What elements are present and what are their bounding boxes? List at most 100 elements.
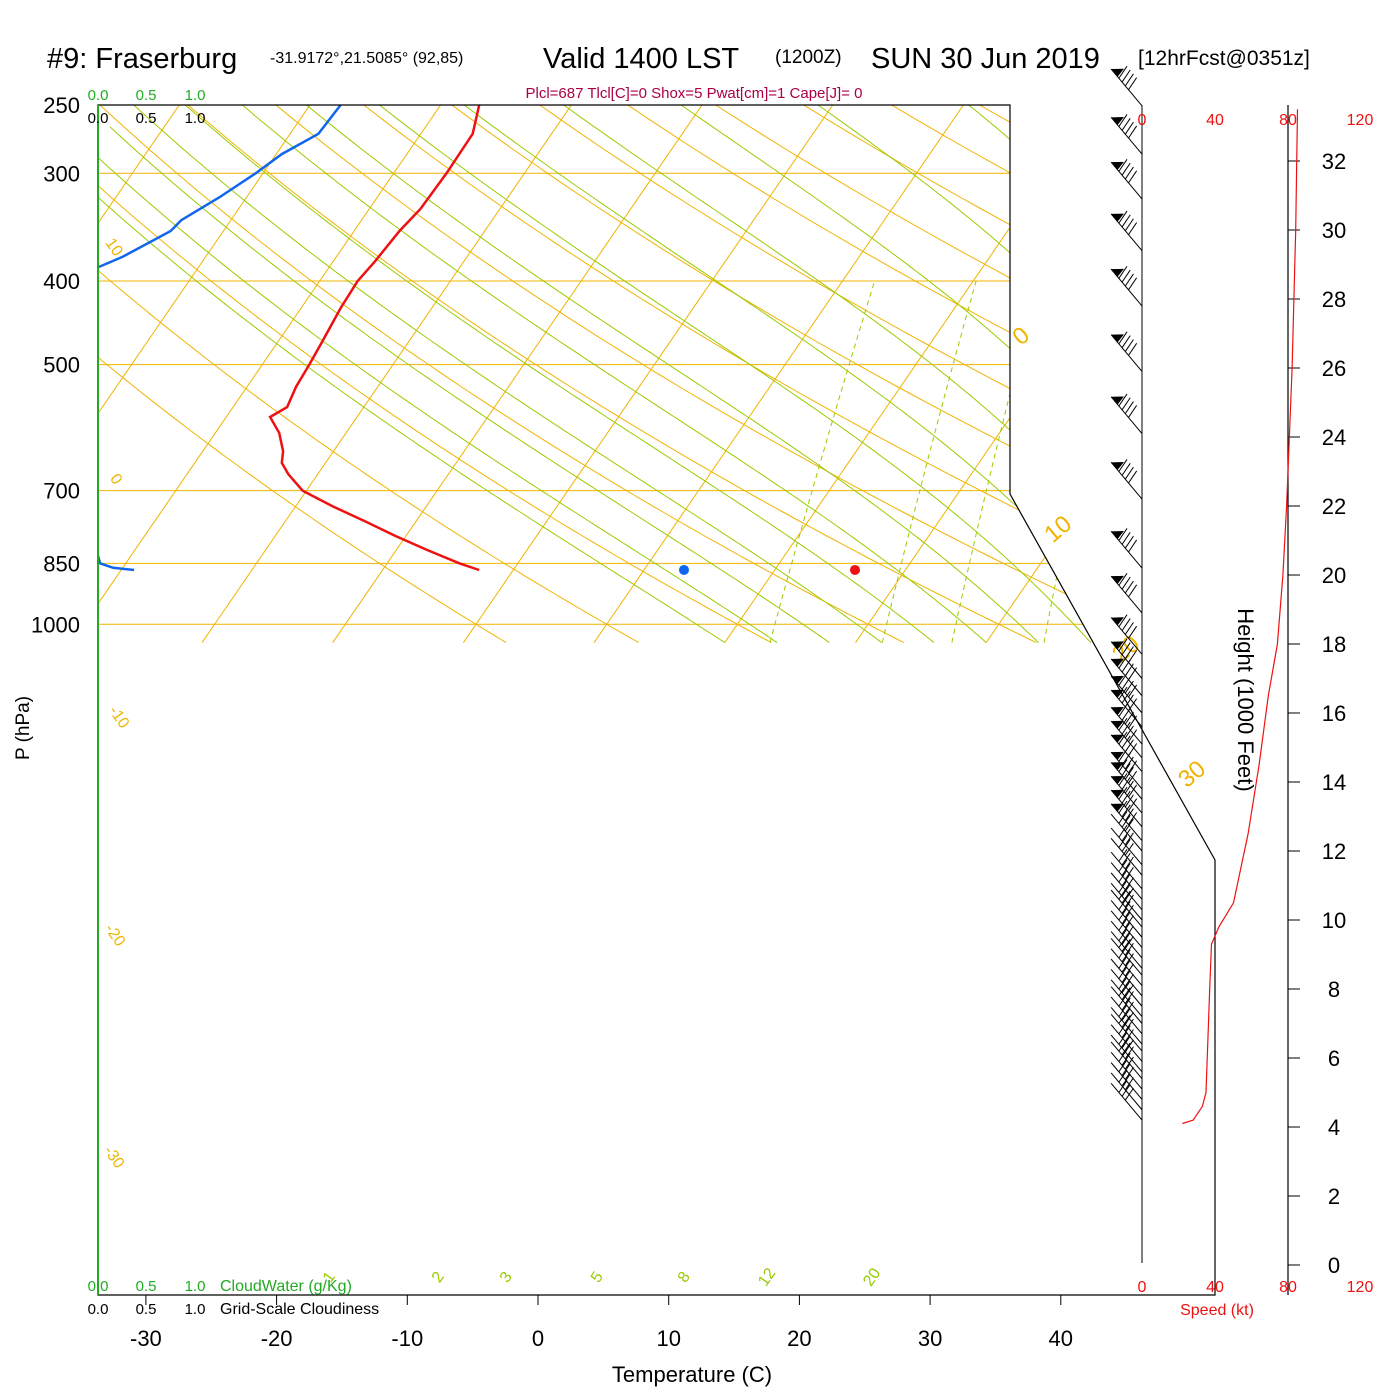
wind-barb-feather bbox=[1121, 997, 1131, 1011]
speed-tick-label-top: 80 bbox=[1279, 112, 1297, 129]
x-tick-label: 0 bbox=[532, 1326, 544, 1351]
wind-barb-feather bbox=[1121, 1008, 1131, 1021]
wind-barb-feather bbox=[1121, 721, 1131, 735]
wind-barb-feather bbox=[1118, 638, 1128, 652]
wind-barb-pennant bbox=[1111, 396, 1124, 405]
top-scale-label: 0.5 bbox=[136, 87, 157, 104]
y-tick-label: 250 bbox=[43, 93, 80, 118]
wind-barb-feather bbox=[1124, 535, 1134, 549]
mixing-ratio-line bbox=[1132, 280, 1203, 643]
wind-barb bbox=[1110, 928, 1143, 969]
wind-barb-feather bbox=[1118, 459, 1128, 472]
speed-tick-label-bottom: 80 bbox=[1279, 1279, 1297, 1296]
wind-barb-feather bbox=[1124, 904, 1134, 918]
wind-barb-feather bbox=[1124, 1077, 1134, 1091]
top-scale-label: 1.0 bbox=[185, 87, 206, 104]
wind-barb-pennant bbox=[1111, 734, 1124, 743]
wind-barb-feather bbox=[1118, 393, 1128, 407]
wind-barb bbox=[1110, 573, 1143, 614]
wind-barb-feather bbox=[1124, 942, 1134, 956]
y-tick-label: 1000 bbox=[31, 612, 80, 637]
wind-barb-feather bbox=[1124, 1056, 1134, 1070]
isotherm-line bbox=[463, 105, 844, 643]
wind-barb-feather bbox=[1121, 690, 1131, 704]
wind-barb bbox=[1110, 704, 1143, 745]
isotherm-line bbox=[201, 105, 583, 643]
wind-barb bbox=[1110, 1004, 1143, 1045]
plot-frame bbox=[97, 104, 1216, 1296]
dry-adiabat-line bbox=[605, 105, 1215, 644]
wind-barb-feather bbox=[1118, 573, 1128, 586]
wind-barb-feather bbox=[1121, 883, 1131, 897]
wind-barb-feather bbox=[1128, 760, 1138, 774]
mixing-ratio-line bbox=[1213, 281, 1215, 643]
wind-barb-feather bbox=[1124, 756, 1134, 770]
moist-adiabat-label: 10 bbox=[1039, 510, 1077, 548]
wind-barb-feather bbox=[1128, 405, 1138, 418]
wind-barb-pennant bbox=[1111, 803, 1124, 812]
top-scale-label: 0.5 bbox=[136, 110, 157, 127]
wind-barb-feather bbox=[1121, 970, 1131, 983]
wind-barb-feather bbox=[1118, 983, 1128, 997]
isotherm-line bbox=[98, 105, 452, 643]
moist-adiabat-label: 0 bbox=[1007, 322, 1035, 351]
isotherm-line bbox=[724, 105, 1106, 643]
mixing-ratio-line bbox=[1260, 281, 1315, 642]
x-tick-label: -20 bbox=[261, 1326, 293, 1351]
wind-barb-feather bbox=[1118, 945, 1128, 959]
wind-barb-feather bbox=[1121, 932, 1131, 945]
wind-barb-feather bbox=[1124, 963, 1134, 977]
wind-barb bbox=[1110, 1080, 1143, 1121]
speed-tick-label-top: 120 bbox=[1347, 112, 1374, 129]
station-name: #9: Fraserburg bbox=[47, 43, 237, 75]
wind-barb-feather bbox=[1124, 73, 1134, 87]
wind-barb-feather bbox=[1124, 856, 1134, 870]
wind-barb-feather bbox=[1118, 886, 1128, 900]
wind-barb bbox=[1110, 673, 1143, 714]
wind-barb-staff bbox=[1110, 872, 1143, 910]
wind-profile: 0246810121416182022242628303200404080801… bbox=[1110, 65, 1374, 1296]
top-scale-label: 1.0 bbox=[185, 110, 206, 127]
wind-barb-feather bbox=[1121, 1025, 1131, 1038]
wind-barb-feather bbox=[1121, 118, 1131, 131]
bottom-scale-label: 1.0 bbox=[185, 1301, 206, 1318]
wind-barb bbox=[1110, 759, 1143, 800]
wind-barb-feather bbox=[1121, 890, 1131, 904]
top-scale-label: 0.0 bbox=[88, 87, 109, 104]
moist-adiabat-line bbox=[451, 105, 1196, 643]
wind-barb bbox=[1110, 786, 1143, 828]
isotherm-line bbox=[1378, 90, 1400, 643]
wind-barb-feather bbox=[1128, 125, 1138, 139]
wind-barb-feather bbox=[1121, 939, 1131, 952]
wind-barb-feather bbox=[1128, 729, 1138, 743]
wind-barb-feather bbox=[1118, 114, 1128, 127]
dry-adiabat-label: 0 bbox=[106, 471, 125, 488]
wind-barb bbox=[1110, 811, 1143, 852]
wind-barb-staff bbox=[1110, 1034, 1143, 1073]
wind-barb bbox=[1110, 393, 1143, 434]
wind-barb-feather bbox=[1121, 735, 1131, 749]
wind-barb-staff bbox=[1110, 996, 1143, 1035]
dry-adiabat-line bbox=[170, 105, 1037, 644]
y-tick-label: 400 bbox=[43, 269, 80, 294]
height-tick-label: 32 bbox=[1322, 149, 1346, 174]
wind-barb-feather bbox=[1118, 717, 1128, 731]
wind-barb-feather bbox=[1128, 684, 1138, 698]
wind-barb-feather bbox=[1121, 911, 1131, 925]
wind-barb-feather bbox=[1118, 773, 1128, 786]
wind-barb-feather bbox=[1118, 859, 1128, 873]
wind-barb-feather bbox=[1118, 331, 1128, 345]
wind-barb bbox=[1110, 686, 1143, 728]
wind-barb-feather bbox=[1121, 162, 1131, 176]
wind-barb-feather bbox=[1121, 1015, 1131, 1028]
dry-adiabat-line bbox=[692, 105, 1215, 644]
wind-barb-feather bbox=[1128, 470, 1138, 484]
isotherm-line bbox=[855, 105, 1215, 643]
bottom-scale-label: 0.5 bbox=[136, 1301, 157, 1318]
dry-adiabat-label: -30 bbox=[100, 1143, 127, 1172]
wind-barb-feather bbox=[1121, 776, 1131, 790]
wind-barb-pennant bbox=[1111, 161, 1124, 170]
wind-barb-feather bbox=[1121, 1073, 1131, 1087]
isotherm-line bbox=[1116, 105, 1215, 643]
wind-barb-feather bbox=[1118, 731, 1128, 745]
